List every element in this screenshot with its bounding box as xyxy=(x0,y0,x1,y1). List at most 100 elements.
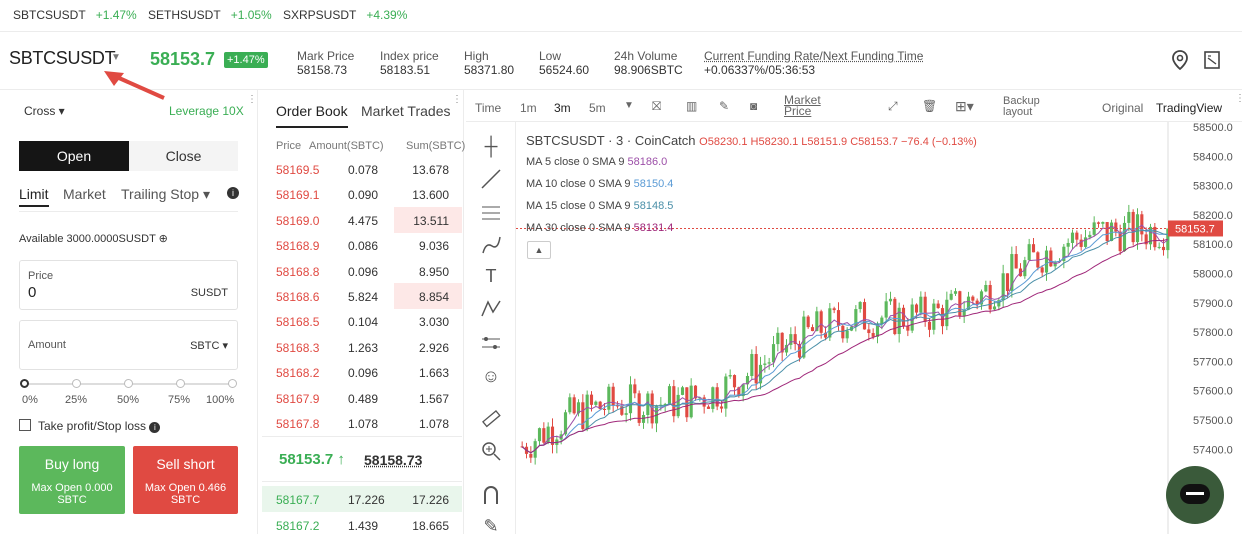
interval-3m[interactable]: 3m xyxy=(554,101,571,115)
y-tick-label: 58200.0 xyxy=(1193,210,1233,222)
location-pin-icon[interactable] xyxy=(1170,50,1190,71)
ask-row[interactable]: 58168.2 0.096 1.663 xyxy=(276,366,449,381)
candle-body xyxy=(550,426,555,445)
candle-body xyxy=(1161,246,1166,251)
trend-line-icon[interactable] xyxy=(478,168,504,190)
ask-row[interactable]: 58167.8 1.078 1.078 xyxy=(276,417,449,431)
ticker-item[interactable]: SXRPSUSDT +4.39% xyxy=(283,8,408,22)
candle-body xyxy=(906,326,910,331)
drag-handle-icon[interactable]: ⋮ xyxy=(452,94,462,105)
time-button[interactable]: Time xyxy=(475,101,502,115)
amount-field[interactable]: Amount SBTC ▾ xyxy=(19,320,238,370)
candle-body xyxy=(615,405,620,407)
chevron-down-icon[interactable]: ▼ xyxy=(111,52,121,63)
tab-order-book[interactable]: Order Book xyxy=(276,103,348,119)
backup-layout-button[interactable]: Backup layout xyxy=(1003,95,1040,118)
indicator-icon[interactable]: ⛝ xyxy=(652,99,662,113)
ask-row[interactable]: 58168.9 0.086 9.036 xyxy=(276,239,449,254)
trash-icon[interactable]: 🗑 xyxy=(922,99,938,113)
candle-body xyxy=(1079,239,1083,247)
horizontal-lines-icon[interactable] xyxy=(478,202,504,224)
view-original[interactable]: Original xyxy=(1102,101,1144,115)
margin-mode-select[interactable]: Cross ▾ xyxy=(24,104,65,118)
open-tab-button[interactable]: Open xyxy=(19,141,129,171)
candle-body xyxy=(836,310,841,326)
tab-market-trades[interactable]: Market Trades xyxy=(361,103,451,119)
measure-icon[interactable] xyxy=(478,332,504,354)
sell-short-button[interactable]: Sell short Max Open 0.466 SBTC xyxy=(133,446,238,514)
slider-handle[interactable] xyxy=(20,379,29,388)
crosshair-icon[interactable]: ┼ xyxy=(484,136,498,156)
ticker-item[interactable]: SETHSUSDT +1.05% xyxy=(148,8,272,22)
tpsl-checkbox[interactable] xyxy=(19,419,31,431)
market-price-toggle[interactable]: Market Price xyxy=(784,93,821,118)
chat-support-button[interactable] xyxy=(1166,466,1224,524)
chart-toolbar: Time 1m 3m 5m ▼ ⛝ ▥ ✎ ◙ Market Price ⤢ 🗑… xyxy=(466,90,1242,122)
tab-trailing-stop[interactable]: Trailing Stop ▾ xyxy=(121,186,210,202)
info-icon[interactable]: i xyxy=(227,187,239,199)
price-input[interactable]: 0 xyxy=(28,284,37,301)
bid-row[interactable]: 58167.7 17.226 17.226 xyxy=(262,486,462,512)
brush-icon[interactable] xyxy=(478,234,504,256)
ask-row[interactable]: 58168.3 1.263 2.926 xyxy=(276,340,449,355)
view-tradingview[interactable]: TradingView xyxy=(1156,101,1223,115)
price-chart[interactable]: 58500.0 58400.0 58300.0 58200.0 58100.0 58000… xyxy=(516,122,1242,534)
price-field[interactable]: Price 0 SUSDT xyxy=(19,260,238,310)
bid-row[interactable]: 58167.2 1.439 18.665 xyxy=(276,519,449,533)
camera-icon[interactable]: ◙ xyxy=(750,99,758,113)
buy-long-button[interactable]: Buy long Max Open 0.000 SBTC xyxy=(19,446,125,514)
interval-dropdown-icon[interactable]: ▼ xyxy=(624,100,634,111)
text-tool-icon[interactable]: T xyxy=(485,266,497,286)
market-header: SBTCSUSDT ▼ 58153.7 +1.47% Mark Price 581… xyxy=(0,32,1242,100)
ticker-item[interactable]: SBTCSUSDT +1.47% xyxy=(13,8,137,22)
drag-handle-icon[interactable]: ⋮ xyxy=(247,94,257,105)
magnet-icon[interactable] xyxy=(478,484,504,506)
drag-handle-icon[interactable]: ⋮ xyxy=(1235,93,1242,104)
ask-row[interactable]: 58168.6 5.824 8.854 xyxy=(262,283,462,309)
tab-limit[interactable]: Limit xyxy=(19,186,49,202)
candle-body xyxy=(1140,214,1144,235)
interval-1m[interactable]: 1m xyxy=(520,101,537,115)
close-tab-button[interactable]: Close xyxy=(129,141,238,171)
ask-row[interactable]: 58168.5 0.104 3.030 xyxy=(276,315,449,330)
candle-body xyxy=(741,384,745,397)
edit-icon[interactable]: ✎ xyxy=(719,99,730,113)
interval-5m[interactable]: 5m xyxy=(589,101,606,115)
zoom-in-icon[interactable] xyxy=(478,440,504,462)
layout-icon[interactable]: ⊞▾ xyxy=(955,98,974,114)
candle-body xyxy=(758,364,763,384)
candle-body xyxy=(997,300,1001,307)
collapse-legend-button[interactable]: ▲ xyxy=(527,241,551,259)
tab-market[interactable]: Market xyxy=(63,186,106,202)
ruler-icon[interactable] xyxy=(478,408,504,430)
ask-row[interactable]: 58167.9 0.489 1.567 xyxy=(276,391,449,406)
pencil-lock-icon[interactable]: ✎ xyxy=(483,516,499,536)
candle-body xyxy=(585,394,589,430)
ma-line xyxy=(521,224,1169,454)
amount-slider[interactable] xyxy=(20,379,237,388)
emoji-icon[interactable]: ☺ xyxy=(481,366,501,386)
fullscreen-icon[interactable]: ⤢ xyxy=(888,99,898,113)
leverage-button[interactable]: Leverage 10X xyxy=(169,104,244,118)
ask-row[interactable]: 58169.1 0.090 13.600 xyxy=(276,188,449,203)
candle-body xyxy=(1010,254,1014,291)
col-header-sum: Sum(SBTC) xyxy=(406,140,466,152)
candle-type-icon[interactable]: ▥ xyxy=(686,99,698,113)
candle-body xyxy=(641,414,646,423)
candle-body xyxy=(1014,254,1018,269)
amount-unit-select[interactable]: SBTC ▾ xyxy=(190,340,228,352)
candle-body xyxy=(901,307,906,327)
pattern-icon[interactable] xyxy=(478,298,504,320)
candle-body xyxy=(875,323,880,337)
y-tick-label: 58500.0 xyxy=(1193,122,1233,134)
ask-row[interactable]: 58168.8 0.096 8.950 xyxy=(276,264,449,279)
candle-body xyxy=(689,385,693,418)
candle-body xyxy=(706,406,711,409)
calculator-icon[interactable] xyxy=(1202,50,1222,70)
symbol-selector[interactable]: SBTCSUSDT xyxy=(9,48,116,68)
candle-body xyxy=(784,344,789,353)
ma-legend: MA 10 close 0 SMA 9 58150.4 xyxy=(526,178,674,190)
ask-row[interactable]: 58169.5 0.078 13.678 xyxy=(276,163,449,177)
ask-row[interactable]: 58169.0 4.475 13.511 xyxy=(262,206,462,233)
candle-body xyxy=(611,386,615,406)
